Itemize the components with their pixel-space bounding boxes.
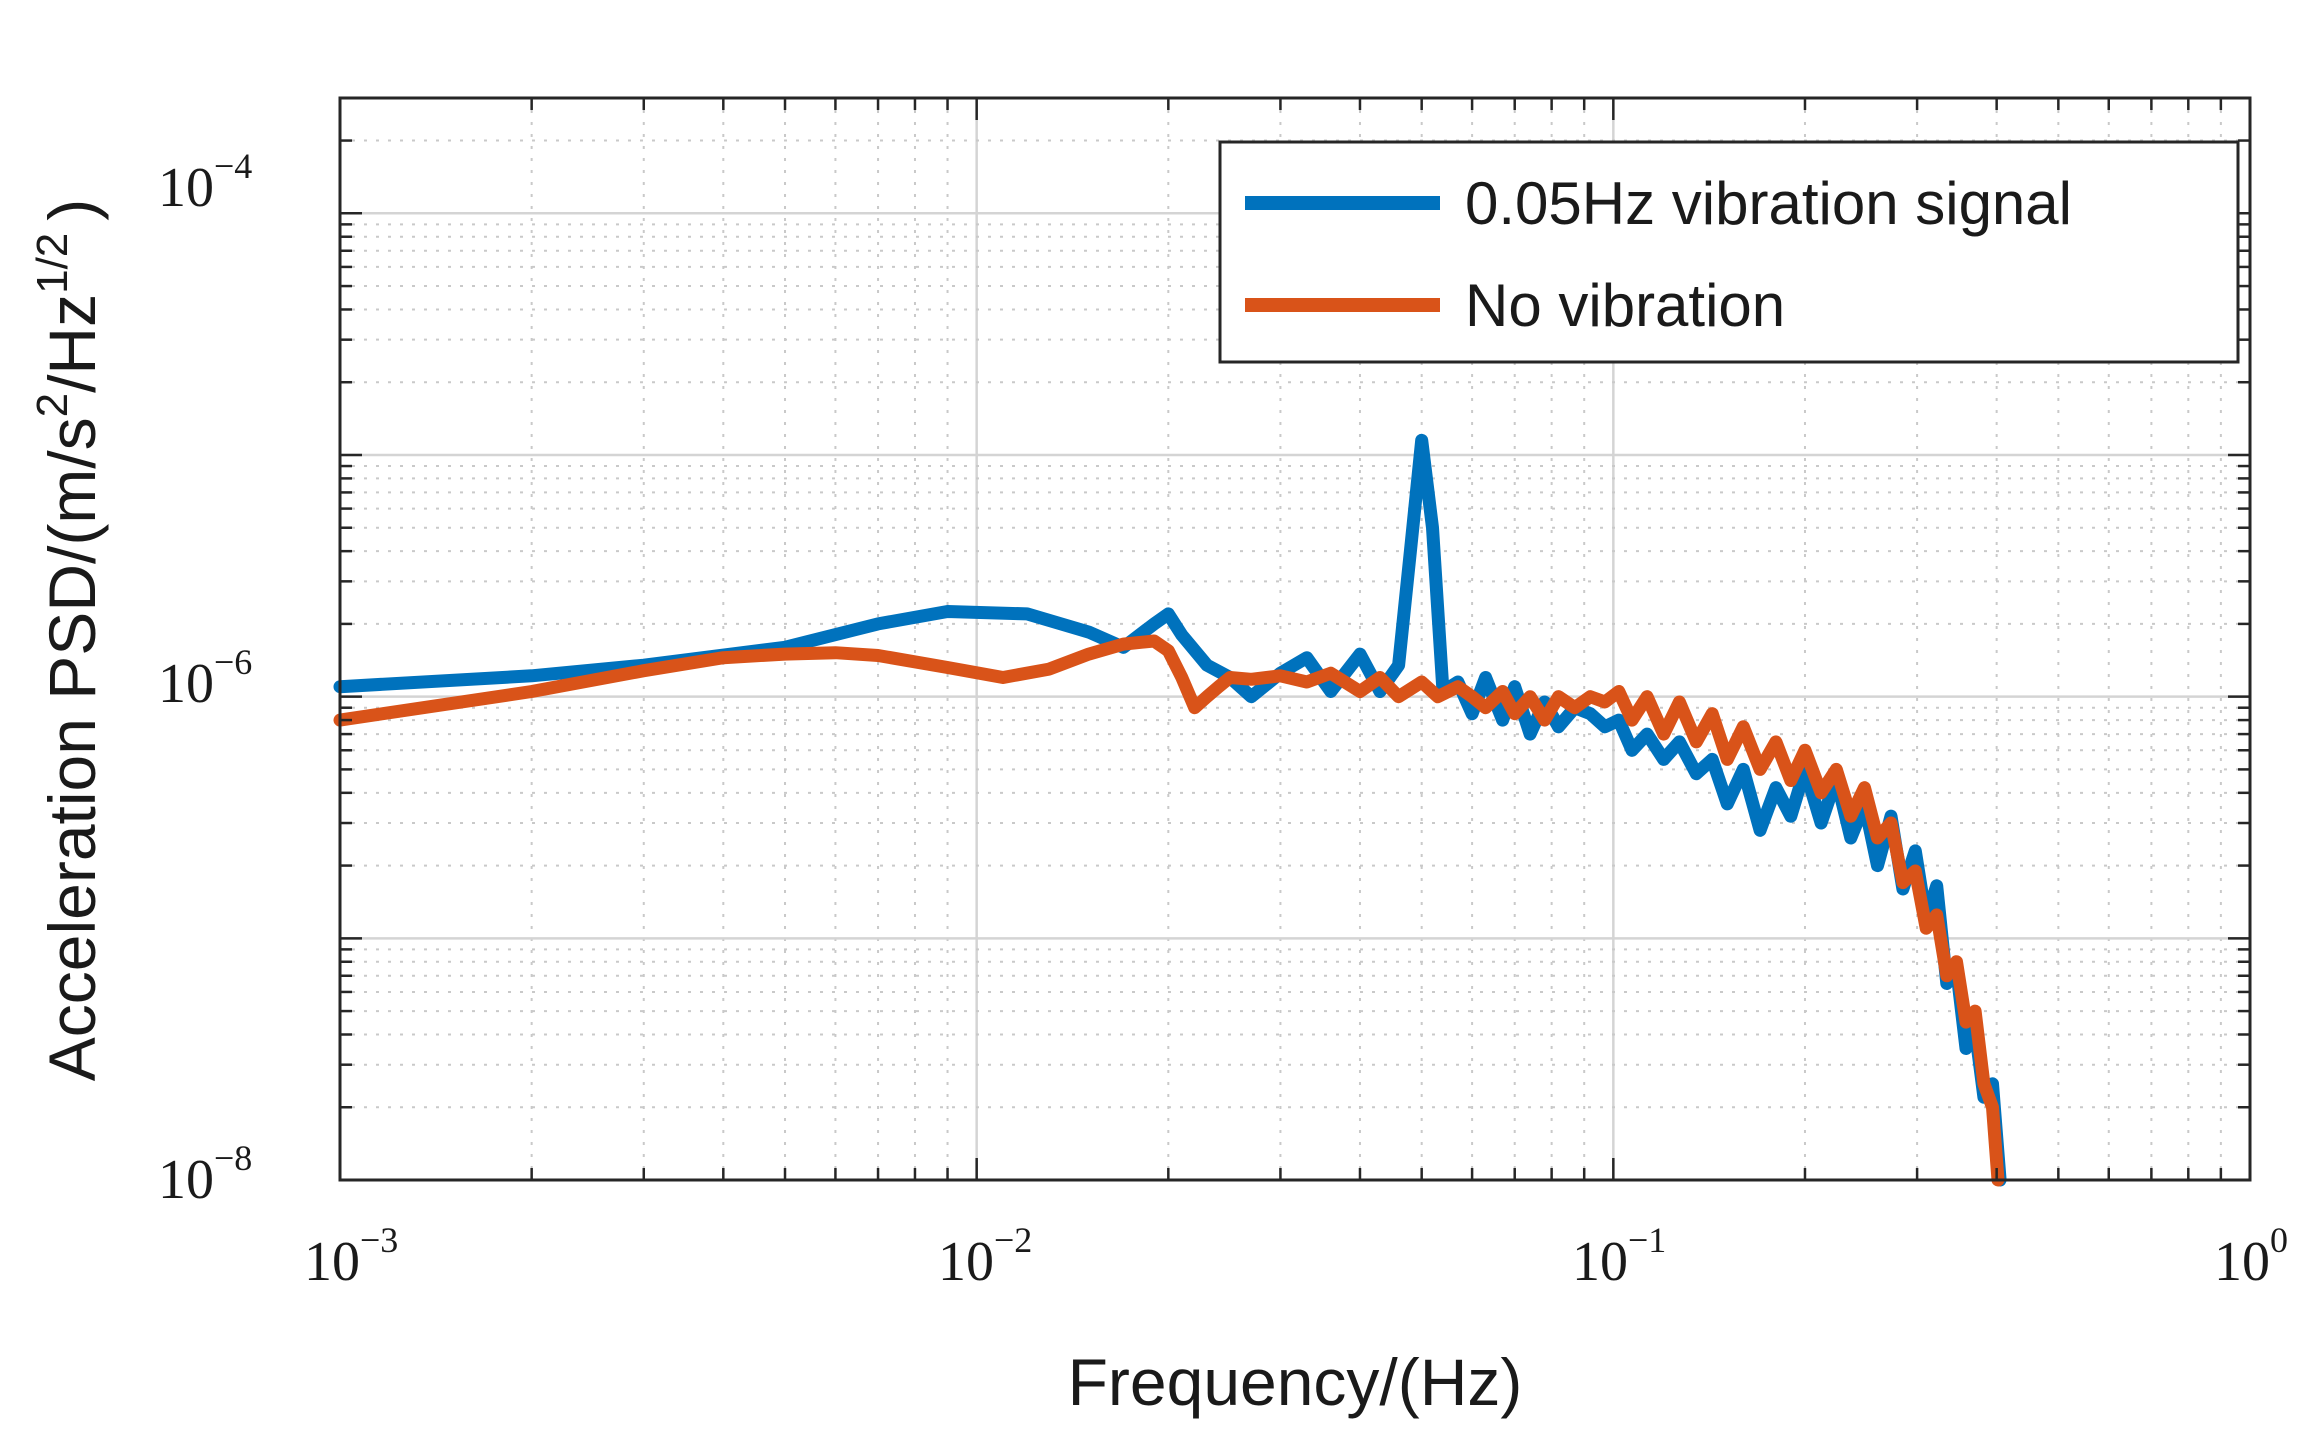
legend: 0.05Hz vibration signal No vibration [1218,140,2240,364]
y-tick-labels: 10−4 10−6 10−8 [158,146,252,1211]
legend-box [1218,140,2240,364]
y-tick-label: 10−8 [158,1138,252,1211]
x-tick-label: 10−1 [1572,1220,1666,1293]
series-lines [333,433,2007,1187]
tick-marks [338,96,2252,1182]
legend-label-vibration: 0.05Hz vibration signal [1465,170,2072,237]
x-axis-title: Frequency/(Hz) [1068,1345,1523,1419]
svg-text:Acceleration PSD/(m/s2/Hz1/2): Acceleration PSD/(m/s2/Hz1/2) [28,199,109,1082]
series-line-no-vibration [333,634,2005,1187]
legend-label-no-vibration: No vibration [1465,272,1785,339]
y-tick-label: 10−6 [158,642,252,715]
x-tick-label: 10−3 [304,1220,398,1293]
y-axis-title: Acceleration PSD/(m/s2/Hz1/2) [28,199,109,1082]
x-tick-label: 100 [2214,1220,2288,1293]
x-tick-labels: 10−3 10−2 10−1 100 [304,1220,2288,1293]
y-tick-label: 10−4 [158,146,252,219]
plot-frame [338,96,2252,1182]
x-tick-label: 10−2 [938,1220,1032,1293]
